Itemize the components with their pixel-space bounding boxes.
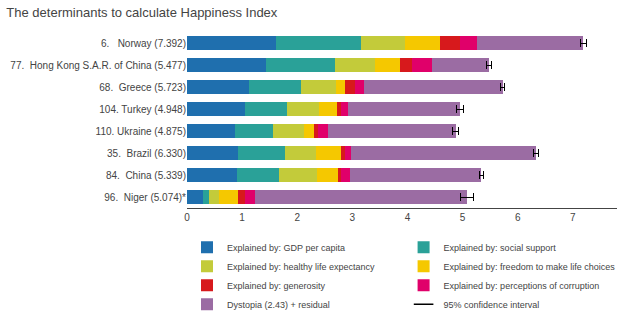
- svg-text:3: 3: [350, 212, 356, 223]
- svg-text:35. Brazil (6.330): 35. Brazil (6.330): [107, 148, 186, 159]
- svg-text:Explained by: perceptions of c: Explained by: perceptions of corruption: [444, 281, 600, 291]
- svg-text:77. Hong Kong S.A.R. of China: 77. Hong Kong S.A.R. of China (5.477): [10, 60, 186, 71]
- svg-text:68. Greece (5.723): 68. Greece (5.723): [99, 82, 186, 93]
- svg-text:5: 5: [460, 212, 466, 223]
- svg-text:Explained by: social support: Explained by: social support: [444, 243, 557, 253]
- svg-text:Dystopia (2.43) + residual: Dystopia (2.43) + residual: [227, 300, 330, 310]
- svg-text:0: 0: [184, 212, 190, 223]
- svg-text:110. Ukraine (4.875): 110. Ukraine (4.875): [96, 126, 186, 137]
- svg-text:1: 1: [239, 212, 245, 223]
- svg-text:96. Niger (5.074)*: 96. Niger (5.074)*: [104, 192, 186, 203]
- svg-text:6: 6: [515, 212, 521, 223]
- svg-text:6. Norway (7.392): 6. Norway (7.392): [101, 38, 186, 49]
- svg-text:Explained by: generosity: Explained by: generosity: [227, 281, 326, 291]
- svg-text:Explained by: freedom to make: Explained by: freedom to make life choic…: [444, 262, 616, 272]
- svg-text:2: 2: [294, 212, 300, 223]
- svg-text:Explained by: healthy life exp: Explained by: healthy life expectancy: [227, 262, 375, 272]
- svg-text:4: 4: [405, 212, 411, 223]
- svg-text:95% confidence interval: 95% confidence interval: [444, 300, 540, 310]
- svg-text:7: 7: [570, 212, 576, 223]
- svg-text:84. China (5.339): 84. China (5.339): [106, 170, 186, 181]
- svg-text:The determinants to calculate: The determinants to calculate Happiness …: [6, 5, 277, 20]
- svg-text:Explained by: GDP per capita: Explained by: GDP per capita: [227, 243, 345, 253]
- svg-text:104. Turkey (4.948): 104. Turkey (4.948): [99, 104, 186, 115]
